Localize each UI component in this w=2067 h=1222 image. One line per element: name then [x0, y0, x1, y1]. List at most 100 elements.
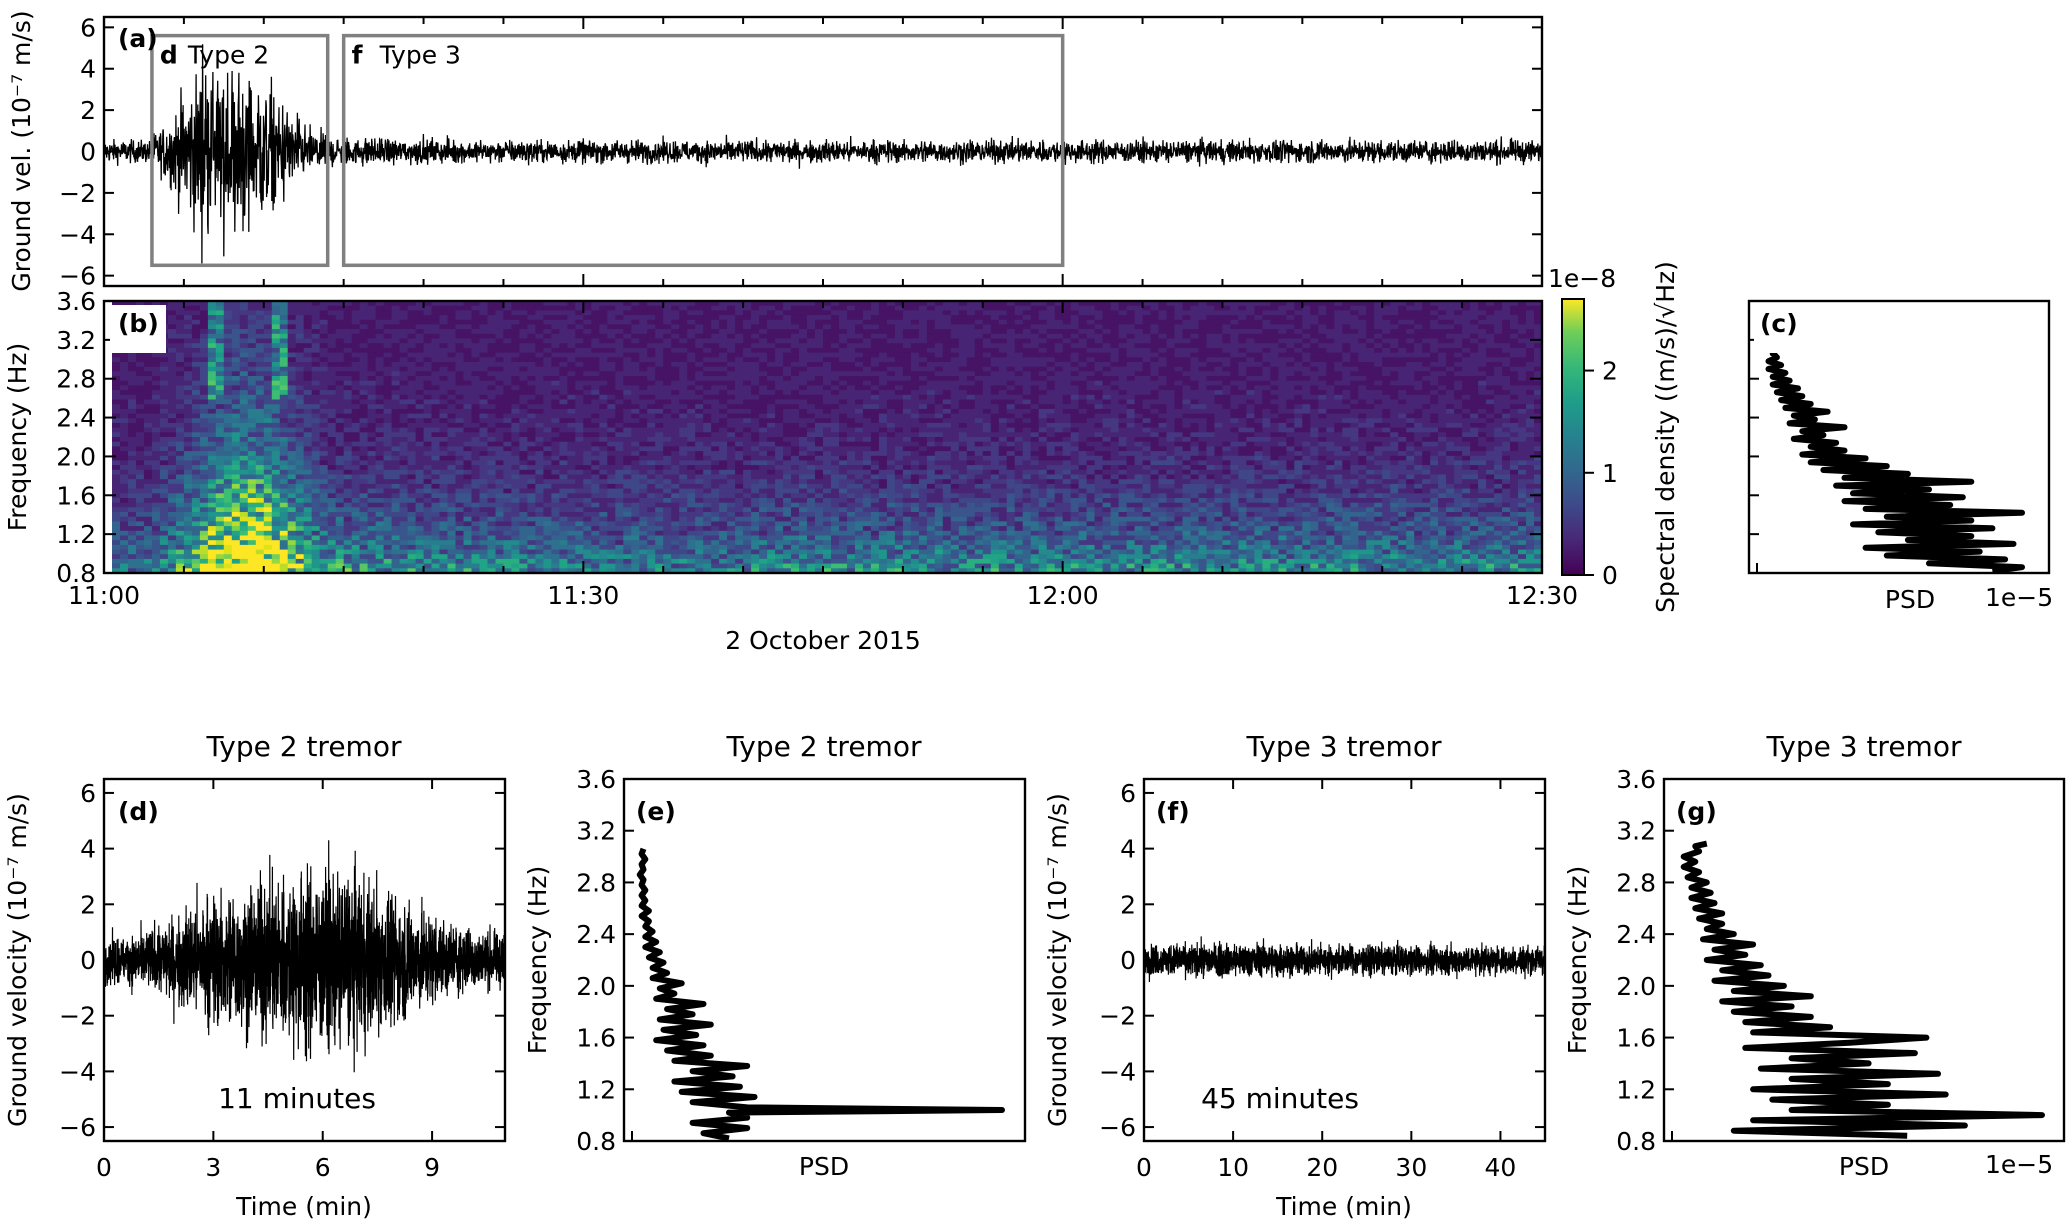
heatmap-cell	[143, 512, 153, 518]
heatmap-cell	[151, 549, 161, 555]
heatmap-cell	[359, 366, 368, 372]
heatmap-cell	[399, 390, 408, 396]
heatmap-cell	[215, 301, 225, 307]
heatmap-cell	[711, 305, 720, 311]
heatmap-cell	[279, 493, 289, 499]
heatmap-cell	[599, 516, 608, 522]
heatmap-cell	[583, 333, 592, 339]
heatmap-cell	[727, 329, 736, 335]
heatmap-cell	[767, 479, 776, 485]
heatmap-cell	[663, 413, 672, 419]
heatmap-cell	[655, 338, 664, 344]
heatmap-cell	[375, 540, 384, 546]
heatmap-cell	[495, 498, 504, 504]
heatmap-cell	[391, 479, 400, 485]
heatmap-cell	[591, 333, 600, 339]
heatmap-cell	[191, 521, 201, 527]
heatmap-cell	[367, 427, 376, 433]
heatmap-cell	[695, 418, 704, 424]
heatmap-cell	[759, 362, 768, 368]
heatmap-cell	[591, 366, 600, 372]
heatmap-cell	[567, 535, 576, 541]
heatmap-cell	[583, 422, 592, 428]
heatmap-cell	[687, 427, 696, 433]
heatmap-cell	[136, 394, 145, 400]
heatmap-cell	[207, 502, 217, 508]
heatmap-cell	[439, 385, 448, 391]
heatmap-cell	[487, 399, 496, 405]
heatmap-cell	[159, 460, 169, 466]
heatmap-cell	[455, 558, 464, 564]
heatmap-cell	[151, 502, 161, 508]
heatmap-cell	[263, 507, 273, 513]
heatmap-cell	[759, 493, 768, 499]
heatmap-cell	[207, 530, 217, 536]
heatmap-cell	[367, 516, 376, 522]
heatmap-cell	[759, 544, 768, 550]
heatmap-cell	[239, 544, 249, 550]
heatmap-cell	[503, 376, 512, 382]
heatmap-cell	[191, 432, 201, 438]
heatmap-cell	[767, 371, 776, 377]
heatmap-cell	[695, 460, 704, 466]
heatmap-cell	[663, 446, 672, 452]
heatmap-cell	[455, 404, 464, 410]
heatmap-cell	[231, 549, 241, 555]
heatmap-cell	[751, 338, 760, 344]
heatmap-cell	[735, 460, 744, 466]
heatmap-cell	[423, 427, 432, 433]
heatmap-cell	[367, 371, 376, 377]
heatmap-cell	[136, 558, 145, 564]
heatmap-cell	[471, 516, 480, 522]
heatmap-cell	[687, 526, 696, 532]
heatmap-cell	[575, 343, 584, 349]
heatmap-cell	[112, 549, 121, 555]
heatmap-cell	[487, 305, 496, 311]
heatmap-cell	[743, 315, 752, 321]
heatmap-cell	[703, 310, 712, 316]
heatmap-cell	[343, 563, 353, 569]
heatmap-cell	[519, 526, 528, 532]
heatmap-cell	[151, 376, 161, 382]
panel-a-boxes: d Type 2 f Type 3	[150, 33, 1065, 268]
heatmap-cell	[743, 324, 752, 330]
heatmap-cell	[695, 479, 704, 485]
heatmap-cell	[679, 310, 688, 316]
heatmap-cell	[663, 352, 672, 358]
heatmap-cell	[391, 535, 400, 541]
heatmap-cell	[327, 329, 337, 335]
heatmap-cell	[535, 535, 544, 541]
heatmap-cell	[447, 446, 456, 452]
heatmap-cell	[479, 512, 488, 518]
heatmap-cell	[671, 380, 680, 386]
heatmap-cell	[719, 526, 728, 532]
heatmap-cell	[527, 352, 536, 358]
heatmap-cell	[631, 310, 640, 316]
heatmap-cell	[327, 568, 337, 574]
heatmap-cell	[375, 357, 384, 363]
heatmap-cell	[527, 418, 536, 424]
heatmap-cell	[463, 432, 472, 438]
heatmap-cell	[247, 455, 257, 461]
heatmap-cell	[623, 315, 632, 321]
heatmap-cell	[263, 502, 273, 508]
heatmap-cell	[415, 315, 424, 321]
heatmap-cell	[543, 343, 552, 349]
heatmap-cell	[351, 554, 361, 560]
heatmap-cell	[407, 451, 416, 457]
heatmap-cell	[543, 455, 552, 461]
heatmap-cell	[128, 540, 137, 546]
heatmap-cell	[279, 568, 289, 574]
heatmap-cell	[559, 404, 568, 410]
heatmap-cell	[639, 418, 648, 424]
heatmap-cell	[503, 483, 512, 489]
heatmap-cell	[527, 563, 536, 569]
heatmap-cell	[247, 465, 257, 471]
heatmap-cell	[607, 540, 616, 546]
heatmap-cell	[503, 488, 512, 494]
heatmap-cell	[415, 324, 424, 330]
heatmap-cell	[647, 315, 656, 321]
heatmap-cell	[615, 460, 624, 466]
heatmap-cell	[271, 333, 281, 339]
heatmap-cell	[263, 343, 273, 349]
